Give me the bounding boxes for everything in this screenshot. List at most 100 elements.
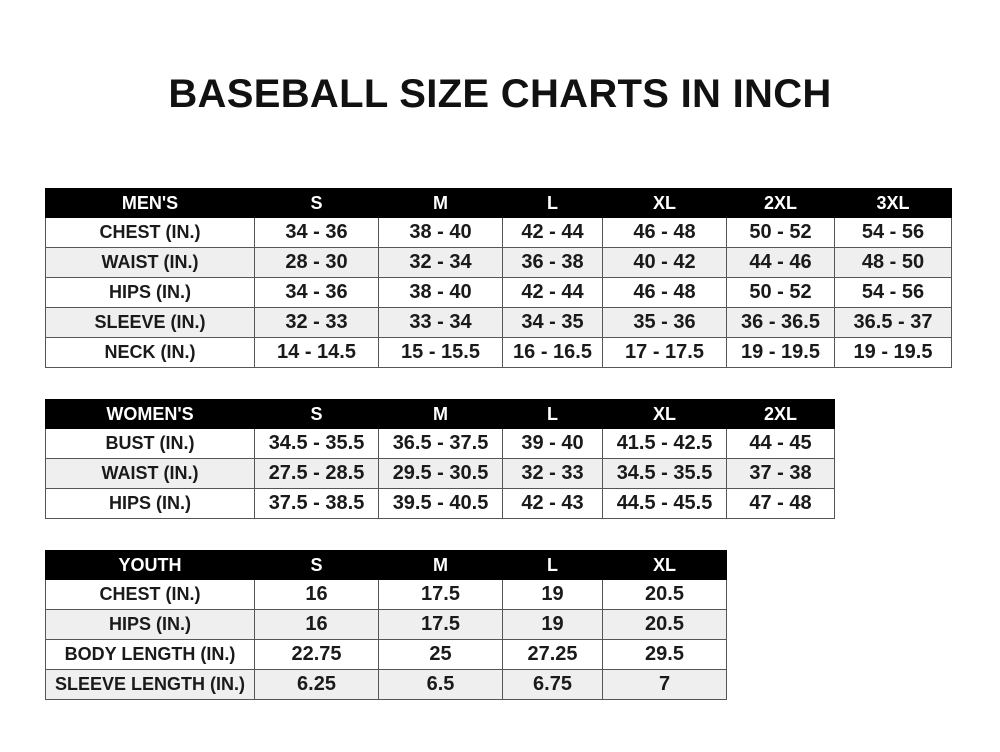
- size-value: 38 - 40: [378, 277, 503, 308]
- size-header: XL: [602, 550, 727, 580]
- size-header: 3XL: [834, 188, 952, 218]
- size-value: 46 - 48: [602, 217, 727, 248]
- size-value: 27.25: [502, 639, 603, 670]
- size-value: 16 - 16.5: [502, 337, 603, 368]
- size-header: S: [254, 188, 379, 218]
- size-value: 33 - 34: [378, 307, 503, 338]
- table-row: WAIST (IN.) 27.5 - 28.5 29.5 - 30.5 32 - 33…: [45, 458, 835, 489]
- measurement-label: HIPS (IN.): [45, 609, 255, 640]
- table-row: WAIST (IN.) 28 - 30 32 - 34 36 - 38 40 - 42 4…: [45, 247, 952, 278]
- size-value: 32 - 34: [378, 247, 503, 278]
- size-value: 42 - 43: [502, 488, 603, 519]
- table-row: CHEST (IN.) 34 - 36 38 - 40 42 - 44 46 - 48 5…: [45, 217, 952, 248]
- size-value: 6.25: [254, 669, 379, 700]
- size-value: 22.75: [254, 639, 379, 670]
- size-header: S: [254, 550, 379, 580]
- table-row: BUST (IN.) 34.5 - 35.5 36.5 - 37.5 39 - 40 4…: [45, 428, 835, 459]
- size-value: 46 - 48: [602, 277, 727, 308]
- size-value: 6.75: [502, 669, 603, 700]
- measurement-label: BUST (IN.): [45, 428, 255, 459]
- size-value: 19: [502, 579, 603, 610]
- size-value: 7: [602, 669, 727, 700]
- page-title: BASEBALL SIZE CHARTS IN INCH: [168, 72, 832, 116]
- size-value: 34 - 36: [254, 277, 379, 308]
- size-header: M: [378, 188, 503, 218]
- size-header: 2XL: [726, 399, 835, 429]
- size-value: 39 - 40: [502, 428, 603, 459]
- size-value: 44 - 45: [726, 428, 835, 459]
- size-value: 36 - 38: [502, 247, 603, 278]
- size-value: 40 - 42: [602, 247, 727, 278]
- size-value: 44 - 46: [726, 247, 835, 278]
- measurement-label: SLEEVE (IN.): [45, 307, 255, 338]
- size-value: 34.5 - 35.5: [602, 458, 727, 489]
- table-row: SLEEVE LENGTH (IN.) 6.25 6.5 6.75 7: [45, 669, 727, 700]
- size-value: 28 - 30: [254, 247, 379, 278]
- size-value: 37.5 - 38.5: [254, 488, 379, 519]
- header-row: MEN'S S M L XL 2XL 3XL: [45, 188, 952, 218]
- size-value: 38 - 40: [378, 217, 503, 248]
- size-value: 27.5 - 28.5: [254, 458, 379, 489]
- youth-size-table: YOUTH S M L XL CHEST (IN.) 16 17.5 19 20.5 HIPS (I…: [45, 550, 727, 700]
- mens-size-table: MEN'S S M L XL 2XL 3XL CHEST (IN.) 34 - 36 38 - 4…: [45, 188, 952, 368]
- size-value: 39.5 - 40.5: [378, 488, 503, 519]
- size-header: XL: [602, 188, 727, 218]
- size-value: 34 - 36: [254, 217, 379, 248]
- measurement-label: BODY LENGTH (IN.): [45, 639, 255, 670]
- size-value: 32 - 33: [254, 307, 379, 338]
- category-header: WOMEN'S: [45, 399, 255, 429]
- size-header: M: [378, 550, 503, 580]
- size-value: 14 - 14.5: [254, 337, 379, 368]
- table-row: HIPS (IN.) 16 17.5 19 20.5: [45, 609, 727, 640]
- size-value: 16: [254, 609, 379, 640]
- header-row: YOUTH S M L XL: [45, 550, 727, 580]
- size-value: 19: [502, 609, 603, 640]
- category-header: MEN'S: [45, 188, 255, 218]
- measurement-label: NECK (IN.): [45, 337, 255, 368]
- table-row: SLEEVE (IN.) 32 - 33 33 - 34 34 - 35 35 - 36…: [45, 307, 952, 338]
- table-row: NECK (IN.) 14 - 14.5 15 - 15.5 16 - 16.5 17 …: [45, 337, 952, 368]
- size-value: 15 - 15.5: [378, 337, 503, 368]
- table-row: HIPS (IN.) 37.5 - 38.5 39.5 - 40.5 42 - 43 4…: [45, 488, 835, 519]
- measurement-label: SLEEVE LENGTH (IN.): [45, 669, 255, 700]
- measurement-label: HIPS (IN.): [45, 488, 255, 519]
- size-value: 54 - 56: [834, 217, 952, 248]
- size-value: 34.5 - 35.5: [254, 428, 379, 459]
- size-value: 50 - 52: [726, 277, 835, 308]
- table-row: BODY LENGTH (IN.) 22.75 25 27.25 29.5: [45, 639, 727, 670]
- size-value: 25: [378, 639, 503, 670]
- size-value: 36 - 36.5: [726, 307, 835, 338]
- size-header: L: [502, 188, 603, 218]
- category-header: YOUTH: [45, 550, 255, 580]
- size-value: 42 - 44: [502, 217, 603, 248]
- size-value: 20.5: [602, 609, 727, 640]
- size-value: 42 - 44: [502, 277, 603, 308]
- size-value: 34 - 35: [502, 307, 603, 338]
- size-value: 48 - 50: [834, 247, 952, 278]
- size-value: 20.5: [602, 579, 727, 610]
- measurement-label: CHEST (IN.): [45, 217, 255, 248]
- size-value: 19 - 19.5: [834, 337, 952, 368]
- measurement-label: CHEST (IN.): [45, 579, 255, 610]
- size-value: 19 - 19.5: [726, 337, 835, 368]
- size-header: L: [502, 399, 603, 429]
- size-value: 17.5: [378, 579, 503, 610]
- size-value: 29.5: [602, 639, 727, 670]
- size-value: 54 - 56: [834, 277, 952, 308]
- size-value: 35 - 36: [602, 307, 727, 338]
- size-value: 41.5 - 42.5: [602, 428, 727, 459]
- size-value: 16: [254, 579, 379, 610]
- header-row: WOMEN'S S M L XL 2XL: [45, 399, 835, 429]
- size-header: S: [254, 399, 379, 429]
- table-row: CHEST (IN.) 16 17.5 19 20.5: [45, 579, 727, 610]
- size-value: 32 - 33: [502, 458, 603, 489]
- size-value: 17.5: [378, 609, 503, 640]
- size-value: 47 - 48: [726, 488, 835, 519]
- measurement-label: WAIST (IN.): [45, 458, 255, 489]
- size-header: XL: [602, 399, 727, 429]
- size-header: M: [378, 399, 503, 429]
- womens-size-table: WOMEN'S S M L XL 2XL BUST (IN.) 34.5 - 35.5 36.5…: [45, 399, 835, 519]
- measurement-label: WAIST (IN.): [45, 247, 255, 278]
- size-value: 37 - 38: [726, 458, 835, 489]
- size-value: 50 - 52: [726, 217, 835, 248]
